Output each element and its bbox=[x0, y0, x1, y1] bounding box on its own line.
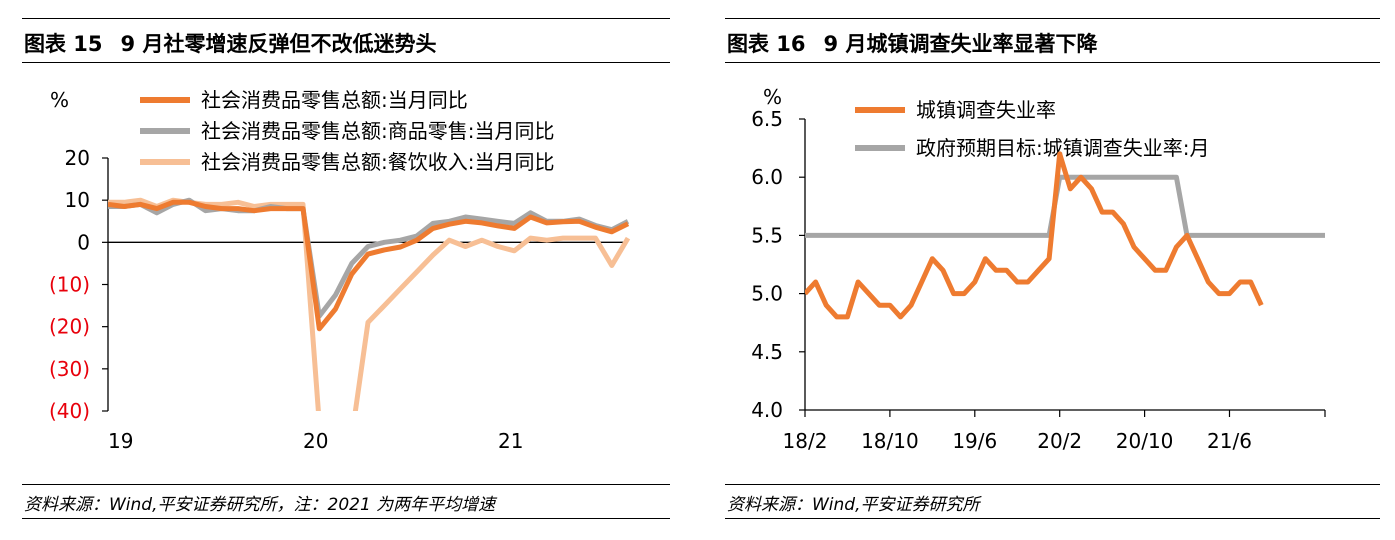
legend-label: 城镇调查失业率 bbox=[916, 98, 1056, 122]
series-line bbox=[805, 151, 1264, 320]
series-lines bbox=[108, 197, 631, 411]
y-tick-label: 20 bbox=[65, 146, 90, 170]
top-rule bbox=[22, 18, 670, 19]
series-line bbox=[108, 197, 630, 319]
y-tick-label: (40) bbox=[49, 399, 90, 423]
y-tick-label: 5.0 bbox=[751, 282, 783, 306]
x-tick-label: 21/6 bbox=[1207, 429, 1252, 453]
figure-title-text: 9 月社零增速反弹但不改低迷势头 bbox=[120, 32, 437, 56]
y-tick-label: 6.0 bbox=[751, 165, 783, 189]
series-line bbox=[108, 197, 631, 411]
figure-title: 图表 15 9 月社零增速反弹但不改低迷势头 bbox=[24, 28, 436, 58]
y-tick-label: 6.5 bbox=[751, 107, 783, 131]
legend: 社会消费品零售总额:当月同比社会消费品零售总额:商品零售:当月同比社会消费品零售… bbox=[140, 88, 554, 174]
bottom-rule bbox=[22, 518, 670, 519]
title-rule bbox=[725, 62, 1380, 63]
source-top-rule bbox=[22, 484, 670, 485]
y-tick-label: 4.5 bbox=[751, 340, 783, 364]
figure-label: 图表 15 bbox=[24, 32, 103, 56]
axes: 6.5 6.0 5.5 5.0 4.5 4.018/2 18/10 19/6 20/2 20/10… bbox=[751, 107, 1326, 453]
y-tick-label: (10) bbox=[49, 273, 90, 297]
source-note: 资料来源：Wind,平安证券研究所，注：2021 为两年平均增速 bbox=[24, 495, 496, 515]
series-lines bbox=[805, 151, 1325, 320]
y-unit-label: % bbox=[50, 88, 69, 112]
x-tick-label: 21 bbox=[498, 429, 523, 453]
x-tick-label: 20/2 bbox=[1037, 429, 1082, 453]
x-tick-label: 20/10 bbox=[1116, 429, 1174, 453]
legend-label: 社会消费品零售总额:商品零售:当月同比 bbox=[201, 119, 554, 143]
x-tick-label: 19/6 bbox=[952, 429, 997, 453]
top-rule bbox=[725, 18, 1380, 19]
y-tick-label: 10 bbox=[65, 188, 90, 212]
x-tick-label: 18/2 bbox=[783, 429, 828, 453]
y-tick-label: 0 bbox=[77, 230, 90, 254]
x-tick-label: 19 bbox=[108, 429, 133, 453]
bottom-rule bbox=[725, 518, 1380, 519]
series-line bbox=[108, 199, 630, 332]
x-tick-label: 20 bbox=[303, 429, 328, 453]
figure-title: 图表 16 9 月城镇调查失业率显著下降 bbox=[727, 28, 1097, 58]
legend-label: 社会消费品零售总额:餐饮收入:当月同比 bbox=[201, 150, 554, 174]
y-tick-label: (30) bbox=[49, 357, 90, 381]
y-tick-label: 4.0 bbox=[751, 398, 783, 422]
y-unit-label: % bbox=[763, 85, 782, 109]
y-tick-label: 5.5 bbox=[751, 223, 783, 247]
figure-label: 图表 16 bbox=[727, 32, 806, 56]
y-tick-label: (20) bbox=[49, 315, 90, 339]
source-top-rule bbox=[725, 484, 1380, 485]
series-line bbox=[805, 174, 1325, 238]
figure-16-panel: 图表 16 9 月城镇调查失业率显著下降 % 城镇调查失业率 政府预期目标:城镇调查… bbox=[715, 0, 1395, 540]
title-rule bbox=[22, 62, 670, 63]
retail-sales-line-chart: % 社会消费品零售总额:当月同比社会消费品零售总额:商品零售:当月同比社会消费品… bbox=[49, 88, 631, 453]
legend-label: 社会消费品零售总额:当月同比 bbox=[201, 88, 468, 112]
source-note: 资料来源：Wind,平安证券研究所 bbox=[727, 495, 980, 515]
axes: 20 10 0 (10) (20) (30) (40) 19 20 21 bbox=[49, 146, 628, 453]
figure-title-text: 9 月城镇调查失业率显著下降 bbox=[823, 32, 1098, 56]
x-tick-label: 18/10 bbox=[861, 429, 919, 453]
figure-15-panel: 图表 15 9 月社零增速反弹但不改低迷势头 % 社会消费品零售总额:当月同比 社会… bbox=[0, 0, 680, 540]
